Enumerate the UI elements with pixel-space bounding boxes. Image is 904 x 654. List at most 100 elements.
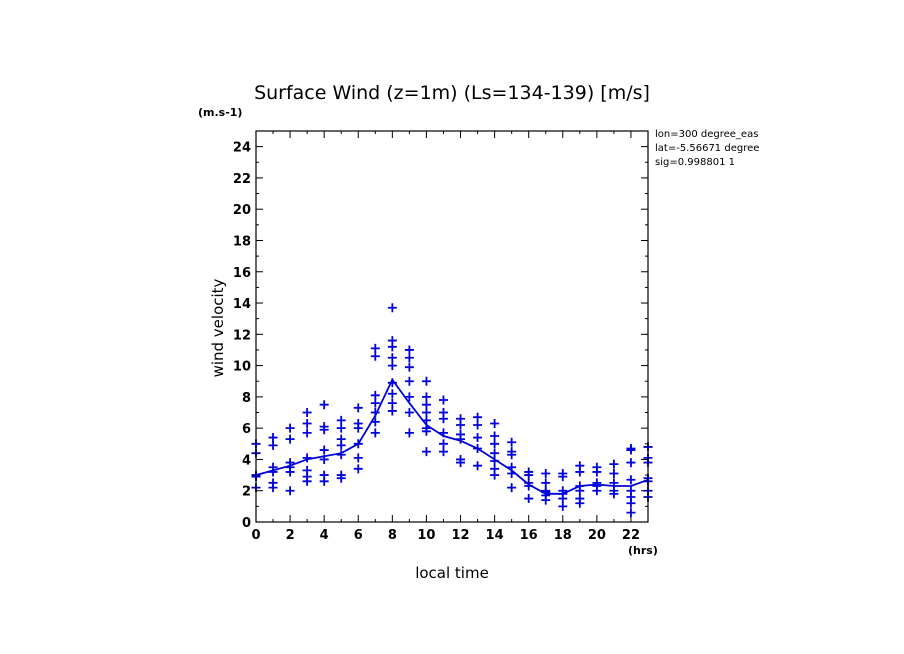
sample-point (473, 420, 483, 430)
sample-point (473, 412, 483, 422)
mean-line (255, 377, 649, 495)
sample-point (626, 475, 636, 485)
x-unit-label: (hrs) (628, 544, 658, 557)
sample-point (404, 345, 414, 355)
sample-point (404, 362, 414, 372)
sample-point (302, 418, 312, 428)
sample-point (302, 428, 312, 438)
y-tick-label: 12 (233, 328, 251, 343)
y-tick-label: 6 (242, 422, 251, 437)
sample-point (370, 428, 380, 438)
sample-point (336, 450, 346, 460)
sample-point (626, 458, 636, 468)
x-tick-label: 20 (588, 528, 606, 543)
sample-point (438, 414, 448, 424)
sample-point (490, 470, 500, 480)
sample-point (353, 453, 363, 463)
sample-point (421, 426, 431, 436)
info-sig: sig=0.998801 1 (655, 157, 735, 168)
chart-title: Surface Wind (z=1m) (Ls=134-139) [m/s] (254, 82, 650, 104)
sample-point (319, 425, 329, 435)
sample-point (387, 361, 397, 371)
sample-point (387, 389, 397, 399)
y-tick-label: 0 (242, 516, 251, 531)
sample-point (336, 473, 346, 483)
x-tick-label: 14 (486, 528, 504, 543)
sample-point (490, 439, 500, 449)
sample-point (421, 400, 431, 410)
sample-points (251, 303, 653, 518)
x-tick-label: 18 (554, 528, 572, 543)
sample-point (609, 459, 619, 469)
sample-point (609, 489, 619, 499)
y-tick-label: 10 (233, 360, 251, 375)
sample-point (575, 498, 585, 508)
sample-point (387, 342, 397, 352)
sample-point (268, 433, 278, 443)
sample-point (387, 353, 397, 363)
sample-point (268, 483, 278, 493)
y-tick-label: 24 (233, 141, 251, 156)
sample-point (473, 433, 483, 443)
sample-point (353, 423, 363, 433)
sample-point (370, 390, 380, 400)
sample-point (268, 440, 278, 450)
info-lat: lat=-5.56671 degree (655, 143, 759, 154)
x-tick-label: 6 (354, 528, 363, 543)
sample-point (558, 501, 568, 511)
sample-point (387, 398, 397, 408)
sample-point (507, 437, 517, 447)
y-unit-label: (m.s-1) (198, 106, 242, 119)
y-tick-label: 22 (233, 172, 251, 187)
sample-point (336, 423, 346, 433)
sample-point (575, 467, 585, 477)
sample-point (507, 450, 517, 460)
x-axis-label: local time (415, 564, 489, 582)
sample-point (319, 476, 329, 486)
sample-point (626, 498, 636, 508)
sample-point (592, 486, 602, 496)
sample-point (302, 476, 312, 486)
sample-point (592, 467, 602, 477)
sample-point (302, 408, 312, 418)
sample-point (438, 439, 448, 449)
sample-point (421, 408, 431, 418)
sample-point (404, 408, 414, 418)
sample-point (558, 472, 568, 482)
sample-point (404, 376, 414, 386)
sample-point (370, 343, 380, 353)
sample-point (456, 420, 466, 430)
sample-point (541, 495, 551, 505)
sample-point (404, 392, 414, 402)
sample-point (387, 406, 397, 416)
sample-point (490, 431, 500, 441)
sample-point (507, 483, 517, 493)
sample-point (302, 453, 312, 463)
y-tick-label: 8 (242, 391, 251, 406)
x-tick-label: 22 (622, 528, 640, 543)
info-lon: lon=300 degree_eas (655, 129, 758, 140)
x-tick-label: 10 (417, 528, 435, 543)
sample-point (387, 303, 397, 313)
y-tick-label: 20 (233, 203, 251, 218)
x-tick-label: 0 (251, 528, 260, 543)
x-tick-label: 16 (520, 528, 538, 543)
sample-point (336, 440, 346, 450)
sample-point (609, 469, 619, 479)
sample-point (524, 494, 534, 504)
x-tick-label: 2 (286, 528, 295, 543)
sample-point (421, 447, 431, 457)
sample-point (490, 448, 500, 458)
sample-point (421, 376, 431, 386)
sample-point (541, 478, 551, 488)
y-tick-label: 14 (233, 297, 251, 312)
sample-point (404, 428, 414, 438)
sample-point (438, 395, 448, 405)
sample-point (456, 458, 466, 468)
sample-point (473, 461, 483, 471)
sample-point (421, 392, 431, 402)
sample-point (438, 447, 448, 457)
sample-point (353, 403, 363, 413)
